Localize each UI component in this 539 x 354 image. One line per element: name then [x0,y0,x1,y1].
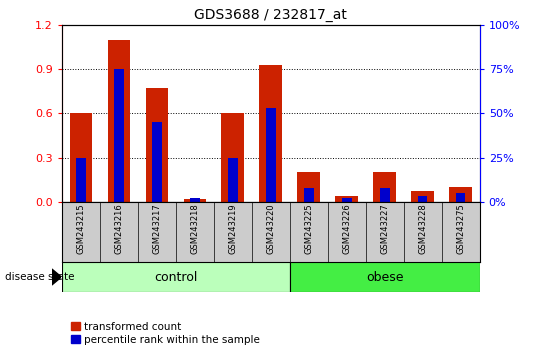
Bar [342,198,351,202]
Text: GSM243216: GSM243216 [114,204,123,254]
Title: GDS3688 / 232817_at: GDS3688 / 232817_at [195,8,347,22]
Bar [183,199,206,202]
Bar [228,158,238,202]
Text: GSM243227: GSM243227 [381,204,389,254]
Bar [380,188,390,202]
Bar [450,187,472,202]
Bar [304,188,314,202]
Bar [190,198,199,202]
Bar [335,196,358,202]
Text: GSM243225: GSM243225 [305,204,313,254]
Legend: transformed count, percentile rank within the sample: transformed count, percentile rank withi… [67,317,264,349]
Bar [374,172,396,202]
Text: GSM243215: GSM243215 [77,204,86,254]
Bar [456,193,466,202]
Bar [298,172,320,202]
Bar [222,113,244,202]
Bar [70,113,92,202]
Bar [114,69,123,202]
Text: GSM243228: GSM243228 [418,204,427,254]
Bar [108,40,130,202]
Text: obese: obese [366,270,404,284]
Bar [259,64,282,202]
Text: disease state: disease state [5,272,75,282]
Bar [76,158,86,202]
Text: GSM243220: GSM243220 [266,204,275,254]
Bar [266,108,275,202]
Text: GSM243219: GSM243219 [229,204,237,254]
Bar [411,192,434,202]
Bar [152,122,162,202]
Text: control: control [154,270,198,284]
Bar [290,262,480,292]
Bar [418,196,427,202]
Text: GSM243218: GSM243218 [190,204,199,254]
Text: GSM243226: GSM243226 [342,204,351,254]
Text: GSM243275: GSM243275 [456,204,465,254]
Polygon shape [52,269,61,285]
Bar [146,88,168,202]
Text: GSM243217: GSM243217 [153,204,161,254]
Bar [62,262,290,292]
